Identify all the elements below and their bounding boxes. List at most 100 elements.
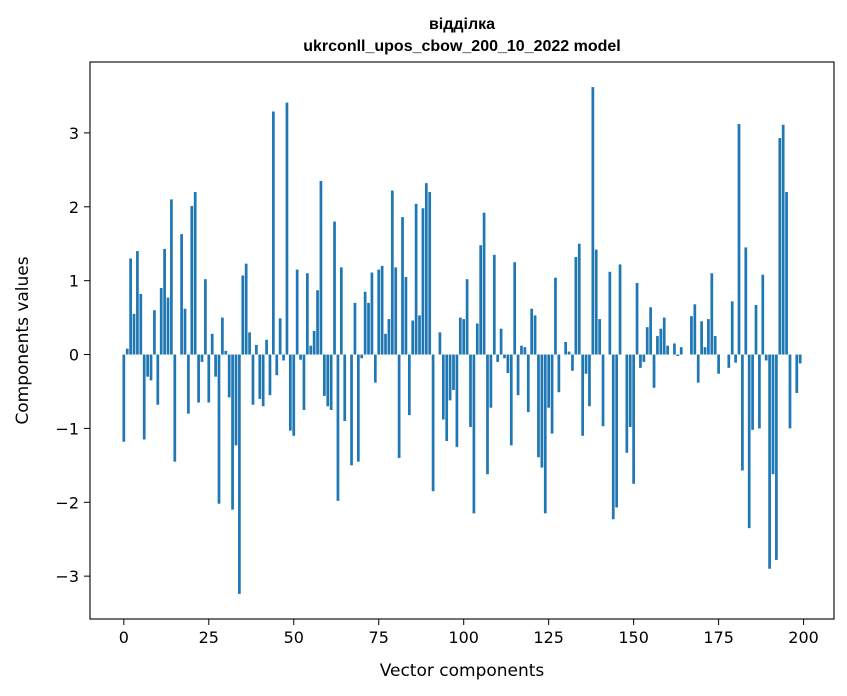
bar-62 xyxy=(333,221,336,355)
bar-23 xyxy=(200,354,204,362)
bar-83 xyxy=(404,276,408,355)
bar-33 xyxy=(234,354,238,446)
y-tick-label: 0 xyxy=(69,346,79,365)
bar-80 xyxy=(394,267,398,355)
bar-164 xyxy=(679,347,683,355)
bar-17 xyxy=(180,234,183,355)
bar-5 xyxy=(139,293,143,355)
bar-79 xyxy=(390,190,394,355)
bar-53 xyxy=(302,354,306,410)
bar-143 xyxy=(608,271,612,355)
bar-189 xyxy=(764,354,768,361)
x-axis-label: Vector components xyxy=(380,661,545,681)
bar-2 xyxy=(129,258,132,355)
bar-171 xyxy=(703,347,707,355)
bar-26 xyxy=(210,333,214,355)
x-tick-label: 125 xyxy=(533,628,564,647)
bar-89 xyxy=(424,183,428,355)
bar-90 xyxy=(428,192,432,355)
bar-32 xyxy=(231,354,234,510)
y-tick-label: −1 xyxy=(55,419,79,438)
bar-28 xyxy=(217,354,221,504)
bar-45 xyxy=(275,354,279,376)
bar-127 xyxy=(554,277,557,355)
bar-188 xyxy=(761,274,765,355)
bar-6 xyxy=(142,354,146,440)
bar-136 xyxy=(584,354,588,374)
bar-54 xyxy=(305,273,309,355)
bar-42 xyxy=(265,339,268,355)
bar-94 xyxy=(441,354,445,420)
bar-133 xyxy=(574,257,578,355)
bar-180 xyxy=(734,354,737,363)
bar-105 xyxy=(479,245,483,355)
bar-27 xyxy=(214,354,217,377)
x-tick-label: 100 xyxy=(448,628,479,647)
bar-71 xyxy=(363,291,367,355)
bar-117 xyxy=(520,345,523,355)
x-tick-label: 0 xyxy=(119,628,129,647)
bar-144 xyxy=(611,354,615,520)
bar-135 xyxy=(581,354,585,436)
bar-91 xyxy=(431,354,435,492)
bar-52 xyxy=(299,354,302,360)
bar-126 xyxy=(550,354,554,434)
bar-1 xyxy=(125,348,129,355)
bar-88 xyxy=(421,208,425,355)
bar-187 xyxy=(758,354,761,429)
bar-64 xyxy=(339,267,343,355)
bar-134 xyxy=(577,243,581,355)
bar-158 xyxy=(659,328,663,355)
bar-150 xyxy=(632,354,635,484)
bar-37 xyxy=(248,332,251,355)
bar-115 xyxy=(513,262,517,355)
bar-13 xyxy=(166,297,170,355)
bar-148 xyxy=(625,354,629,453)
bar-84 xyxy=(407,354,411,416)
bar-122 xyxy=(537,354,540,458)
bar-10 xyxy=(156,354,160,405)
bar-159 xyxy=(662,317,666,355)
bar-86 xyxy=(414,203,418,355)
bar-128 xyxy=(557,354,561,393)
bar-193 xyxy=(778,138,782,355)
bar-18 xyxy=(183,308,187,355)
bar-100 xyxy=(462,319,466,355)
bar-160 xyxy=(666,345,669,355)
bar-125 xyxy=(547,354,551,408)
bar-7 xyxy=(146,354,149,377)
bar-46 xyxy=(278,318,282,355)
bar-68 xyxy=(353,302,357,355)
bar-108 xyxy=(489,354,493,408)
bar-185 xyxy=(751,354,754,430)
bar-3 xyxy=(132,313,136,355)
bar-51 xyxy=(295,269,299,355)
bar-195 xyxy=(785,192,788,355)
bar-58 xyxy=(319,180,323,355)
bar-119 xyxy=(526,354,530,413)
bar-60 xyxy=(326,354,330,407)
bar-162 xyxy=(673,343,676,355)
bar-57 xyxy=(316,290,319,355)
bar-43 xyxy=(268,354,272,396)
y-tick-label: 3 xyxy=(69,124,79,143)
bar-14 xyxy=(170,199,173,355)
x-axis-ticks: 0 25 50 75 100 125 150 175 200 xyxy=(119,619,819,647)
bar-154 xyxy=(645,327,649,355)
y-tick-label: −2 xyxy=(55,493,79,512)
bar-73 xyxy=(370,272,374,355)
bar-181 xyxy=(737,124,741,355)
bar-151 xyxy=(635,282,639,355)
bar-48 xyxy=(285,102,289,355)
bar-146 xyxy=(618,264,622,355)
bar-167 xyxy=(690,316,693,355)
bar-149 xyxy=(628,354,632,427)
bar-109 xyxy=(492,254,496,355)
bar-34 xyxy=(238,354,241,594)
bar-72 xyxy=(367,302,370,355)
bar-95 xyxy=(445,354,449,441)
bar-123 xyxy=(540,354,544,468)
bar-107 xyxy=(486,354,489,475)
plot-frame xyxy=(89,61,835,620)
bar-65 xyxy=(343,354,347,422)
